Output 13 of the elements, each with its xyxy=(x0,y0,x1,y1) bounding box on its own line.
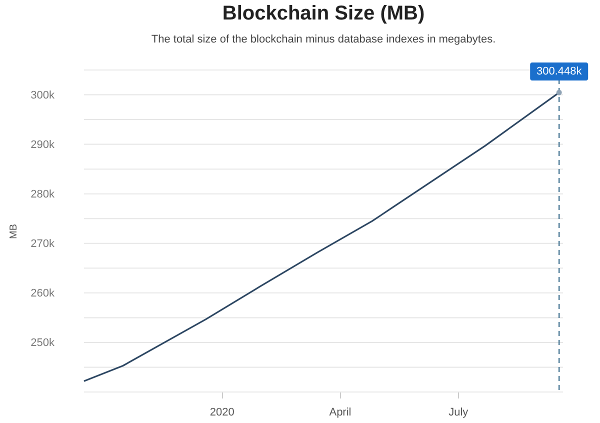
chart-subtitle: The total size of the blockchain minus database indexes in megabytes. xyxy=(151,34,496,46)
y-tick-label: 300k xyxy=(30,89,55,102)
y-tick-label: 260k xyxy=(30,287,55,300)
x-tick-label: April xyxy=(329,406,352,418)
x-tick-label: 2020 xyxy=(210,406,234,418)
y-tick-label: 250k xyxy=(30,336,55,349)
y-tick-label: 290k xyxy=(30,138,55,151)
x-tick-label: July xyxy=(448,406,469,418)
chart-title: Blockchain Size (MB) xyxy=(222,2,425,25)
annotation: 300.448k xyxy=(536,66,582,78)
y-tick-label: 280k xyxy=(30,188,55,200)
y-tick-label: 270k xyxy=(30,238,55,250)
y-axis-title: MB xyxy=(8,224,20,239)
